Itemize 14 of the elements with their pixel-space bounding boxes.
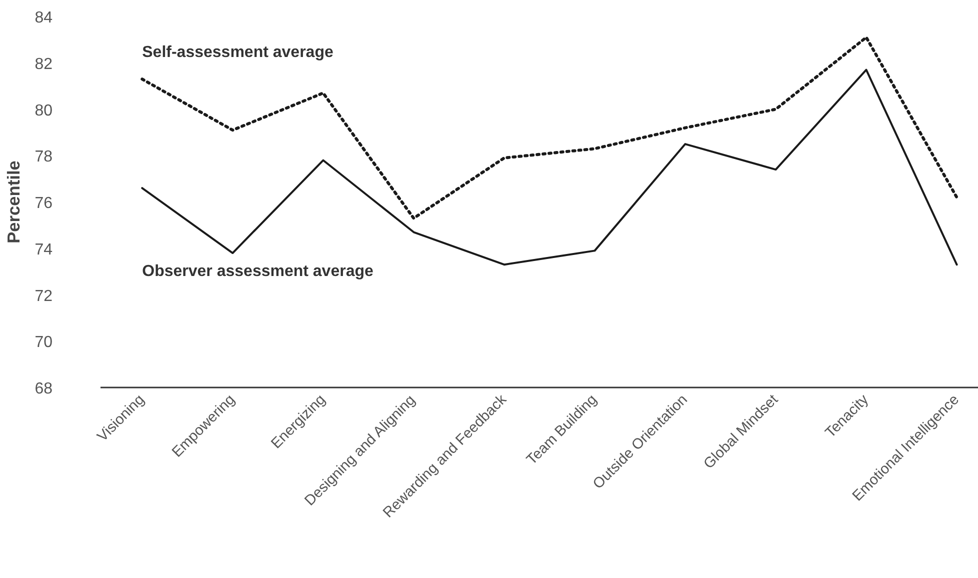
- y-tick-label: 84: [34, 10, 53, 26]
- y-tick-label: 78: [34, 148, 53, 166]
- y-tick-label: 82: [34, 56, 53, 73]
- line-series: [140, 36, 958, 220]
- series-label: Self-assessment average: [142, 44, 334, 62]
- y-tick-label: 76: [34, 195, 53, 212]
- line-series: [141, 68, 958, 266]
- y-tick-label: 80: [34, 102, 53, 120]
- y-tick-label: 72: [34, 288, 53, 305]
- y-tick-label: 70: [34, 334, 53, 352]
- series-label: Observer assessment average: [142, 263, 374, 280]
- y-axis-title: Percentile: [4, 160, 24, 244]
- y-tick-label: 74: [34, 241, 53, 258]
- y-tick-label: 68: [34, 380, 53, 398]
